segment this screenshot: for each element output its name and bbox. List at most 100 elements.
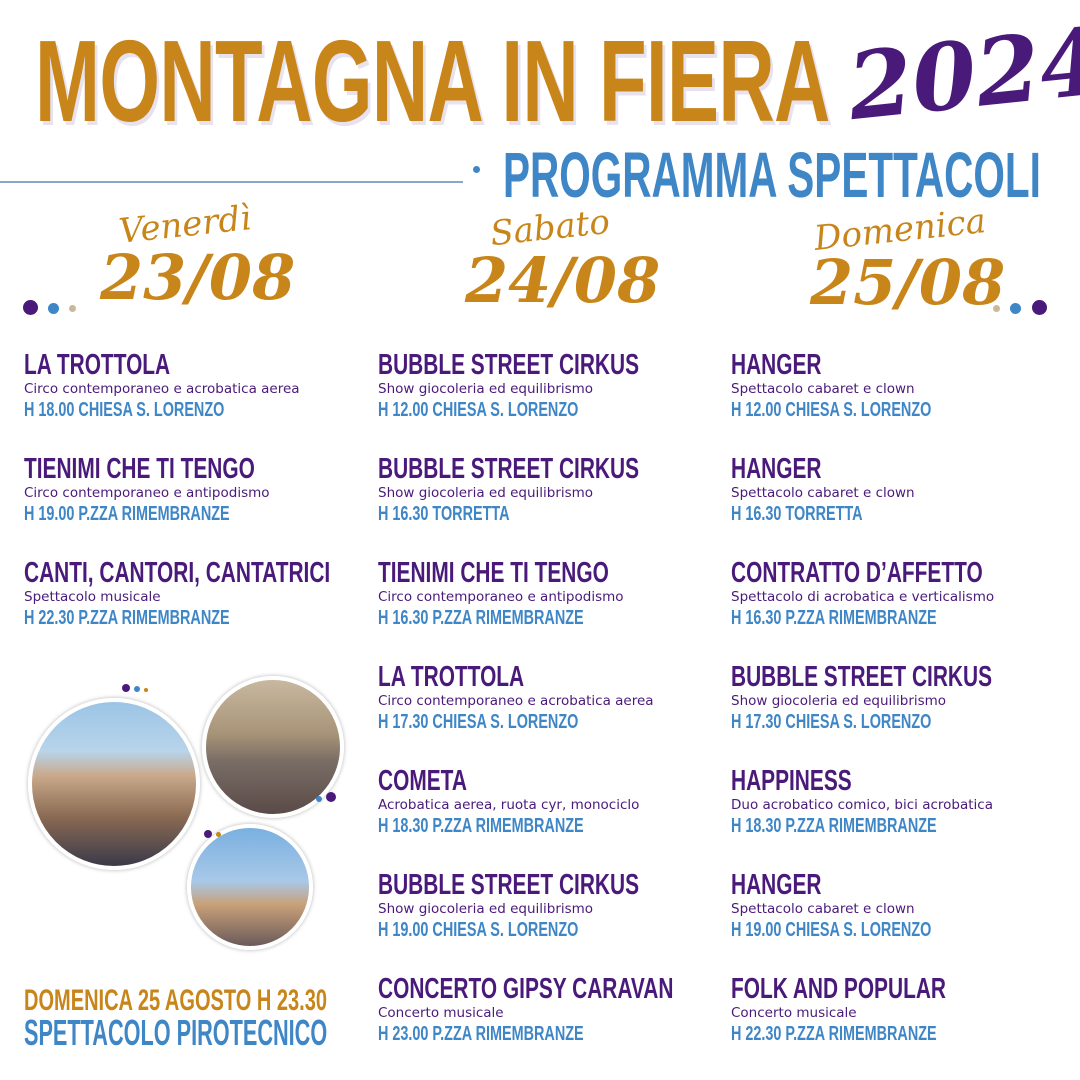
event-description: Acrobatica aerea, ruota cyr, monociclo: [378, 797, 640, 813]
event-time-location: H 17.30 CHIESA S. LORENZO: [731, 711, 932, 733]
event-title: LA TROTTOLA: [378, 661, 525, 693]
event-item: COMETA Acrobatica aerea, ruota cyr, monoc…: [378, 766, 788, 870]
event-item: CANTI, CANTORI, CANTATRICI Spettacolo mus…: [24, 558, 449, 662]
event-title: BUBBLE STREET CIRKUS: [731, 661, 993, 693]
event-description: Spettacolo di acrobatica e verticalismo: [731, 589, 995, 605]
event-description: Spettacolo cabaret e clown: [731, 381, 915, 397]
poster-title: MONTAGNA IN FIERA: [35, 16, 830, 146]
decorative-dot: [326, 792, 336, 802]
event-time-location: H 18.30 P.ZZA RIMEMBRANZE: [731, 815, 937, 837]
decorative-dot: [23, 300, 38, 315]
event-time-location: H 18.00 CHIESA S. LORENZO: [24, 399, 225, 421]
event-item: BUBBLE STREET CIRKUS Show giocoleria ed e…: [731, 662, 1080, 766]
event-title: HANGER: [731, 453, 822, 485]
event-description: Circo contemporaneo e antipodismo: [24, 485, 270, 501]
event-time-location: H 22.30 P.ZZA RIMEMBRANZE: [24, 607, 230, 629]
day-header-saturday: Sabato 24/08: [465, 202, 661, 317]
event-item: BUBBLE STREET CIRKUS Show giocoleria ed e…: [378, 350, 788, 454]
fireworks-title: SPETTACOLO PIROTECNICO: [24, 1012, 328, 1053]
event-title: TIENIMI CHE TI TENGO: [378, 557, 609, 589]
event-time-location: H 19.00 P.ZZA RIMEMBRANZE: [24, 503, 230, 525]
photo-juggler: [187, 824, 313, 950]
event-title: FOLK AND POPULAR: [731, 973, 946, 1005]
event-item: CONTRATTO D’AFFETTO Spettacolo di acrobat…: [731, 558, 1080, 662]
event-time-location: H 18.30 P.ZZA RIMEMBRANZE: [378, 815, 584, 837]
event-description: Circo contemporaneo e antipodismo: [378, 589, 624, 605]
day-date: 24/08: [465, 244, 661, 317]
event-time-location: H 22.30 P.ZZA RIMEMBRANZE: [731, 1023, 937, 1045]
event-description: Show giocoleria ed equilibrismo: [731, 693, 947, 709]
event-description: Duo acrobatico comico, bici acrobatica: [731, 797, 993, 813]
event-item: LA TROTTOLA Circo contemporaneo e acrobat…: [378, 662, 788, 766]
event-time-location: H 17.30 CHIESA S. LORENZO: [378, 711, 579, 733]
event-description: Circo contemporaneo e acrobatica aerea: [24, 381, 300, 397]
event-title: TIENIMI CHE TI TENGO: [24, 453, 255, 485]
day-header-sunday: Domenica 25/08: [810, 201, 1006, 319]
event-item: TIENIMI CHE TI TENGO Circo contemporaneo …: [24, 454, 449, 558]
event-description: Show giocoleria ed equilibrismo: [378, 901, 594, 917]
day-header-friday: Venerdì 23/08: [100, 198, 296, 314]
photo-crowd: [202, 676, 344, 818]
decorative-dot: [204, 830, 212, 838]
photo-town-square: [28, 698, 200, 870]
decorative-dot: [316, 796, 322, 802]
decorative-dot: [216, 832, 221, 837]
event-title: CONTRATTO D’AFFETTO: [731, 557, 983, 589]
event-time-location: H 16.30 TORRETTA: [731, 503, 863, 525]
poster-subtitle: PROGRAMMA SPETTACOLI: [503, 139, 1041, 211]
sunday-events: HANGER Spettacolo cabaret e clown H 12.00 …: [731, 350, 1080, 1078]
fireworks-date: DOMENICA 25 AGOSTO H 23.30: [24, 984, 328, 1017]
event-item: HANGER Spettacolo cabaret e clown H 16.30 …: [731, 454, 1080, 558]
event-title: COMETA: [378, 765, 467, 797]
day-date: 25/08: [810, 246, 1006, 319]
divider: [0, 181, 463, 183]
event-item: CONCERTO GIPSY CARAVAN Concerto musicale H…: [378, 974, 788, 1078]
decorative-dot: [134, 686, 140, 692]
event-title: BUBBLE STREET CIRKUS: [378, 349, 640, 381]
event-description: Circo contemporaneo e acrobatica aerea: [378, 693, 654, 709]
event-time-location: H 16.30 TORRETTA: [378, 503, 510, 525]
event-item: HAPPINESS Duo acrobatico comico, bici acr…: [731, 766, 1080, 870]
decorative-dot: [1010, 303, 1021, 314]
event-title: CANTI, CANTORI, CANTATRICI: [24, 557, 331, 589]
event-description: Show giocoleria ed equilibrismo: [378, 485, 594, 501]
decorative-dot: [1032, 300, 1047, 315]
decorative-dot: [144, 688, 148, 692]
event-item: HANGER Spettacolo cabaret e clown H 12.00 …: [731, 350, 1080, 454]
event-description: Concerto musicale: [731, 1005, 857, 1021]
event-description: Show giocoleria ed equilibrismo: [378, 381, 594, 397]
poster-year: 2024: [843, 6, 1080, 142]
decorative-dot: [48, 303, 59, 314]
event-description: Spettacolo musicale: [24, 589, 161, 605]
bullet-dot: [473, 166, 480, 173]
decorative-dot: [69, 305, 76, 312]
event-time-location: H 12.00 CHIESA S. LORENZO: [378, 399, 579, 421]
event-title: BUBBLE STREET CIRKUS: [378, 453, 640, 485]
event-item: HANGER Spettacolo cabaret e clown H 19.00 …: [731, 870, 1080, 974]
event-item: BUBBLE STREET CIRKUS Show giocoleria ed e…: [378, 870, 788, 974]
event-title: LA TROTTOLA: [24, 349, 171, 381]
event-title: HAPPINESS: [731, 765, 852, 797]
event-time-location: H 23.00 P.ZZA RIMEMBRANZE: [378, 1023, 584, 1045]
event-description: Spettacolo cabaret e clown: [731, 485, 915, 501]
event-time-location: H 19.00 CHIESA S. LORENZO: [378, 919, 579, 941]
event-description: Concerto musicale: [378, 1005, 504, 1021]
friday-events: LA TROTTOLA Circo contemporaneo e acrobat…: [24, 350, 449, 662]
day-date: 23/08: [100, 241, 296, 314]
event-time-location: H 12.00 CHIESA S. LORENZO: [731, 399, 932, 421]
event-title: HANGER: [731, 349, 822, 381]
event-item: TIENIMI CHE TI TENGO Circo contemporaneo …: [378, 558, 788, 662]
event-time-location: H 16.30 P.ZZA RIMEMBRANZE: [378, 607, 584, 629]
event-title: CONCERTO GIPSY CARAVAN: [378, 973, 674, 1005]
event-description: Spettacolo cabaret e clown: [731, 901, 915, 917]
event-time-location: H 19.00 CHIESA S. LORENZO: [731, 919, 932, 941]
event-item: LA TROTTOLA Circo contemporaneo e acrobat…: [24, 350, 449, 454]
decorative-dot: [993, 305, 1000, 312]
decorative-dot: [122, 684, 130, 692]
event-title: BUBBLE STREET CIRKUS: [378, 869, 640, 901]
saturday-events: BUBBLE STREET CIRKUS Show giocoleria ed e…: [378, 350, 788, 1078]
event-title: HANGER: [731, 869, 822, 901]
event-time-location: H 16.30 P.ZZA RIMEMBRANZE: [731, 607, 937, 629]
event-item: FOLK AND POPULAR Concerto musicale H 22.30…: [731, 974, 1080, 1078]
event-item: BUBBLE STREET CIRKUS Show giocoleria ed e…: [378, 454, 788, 558]
